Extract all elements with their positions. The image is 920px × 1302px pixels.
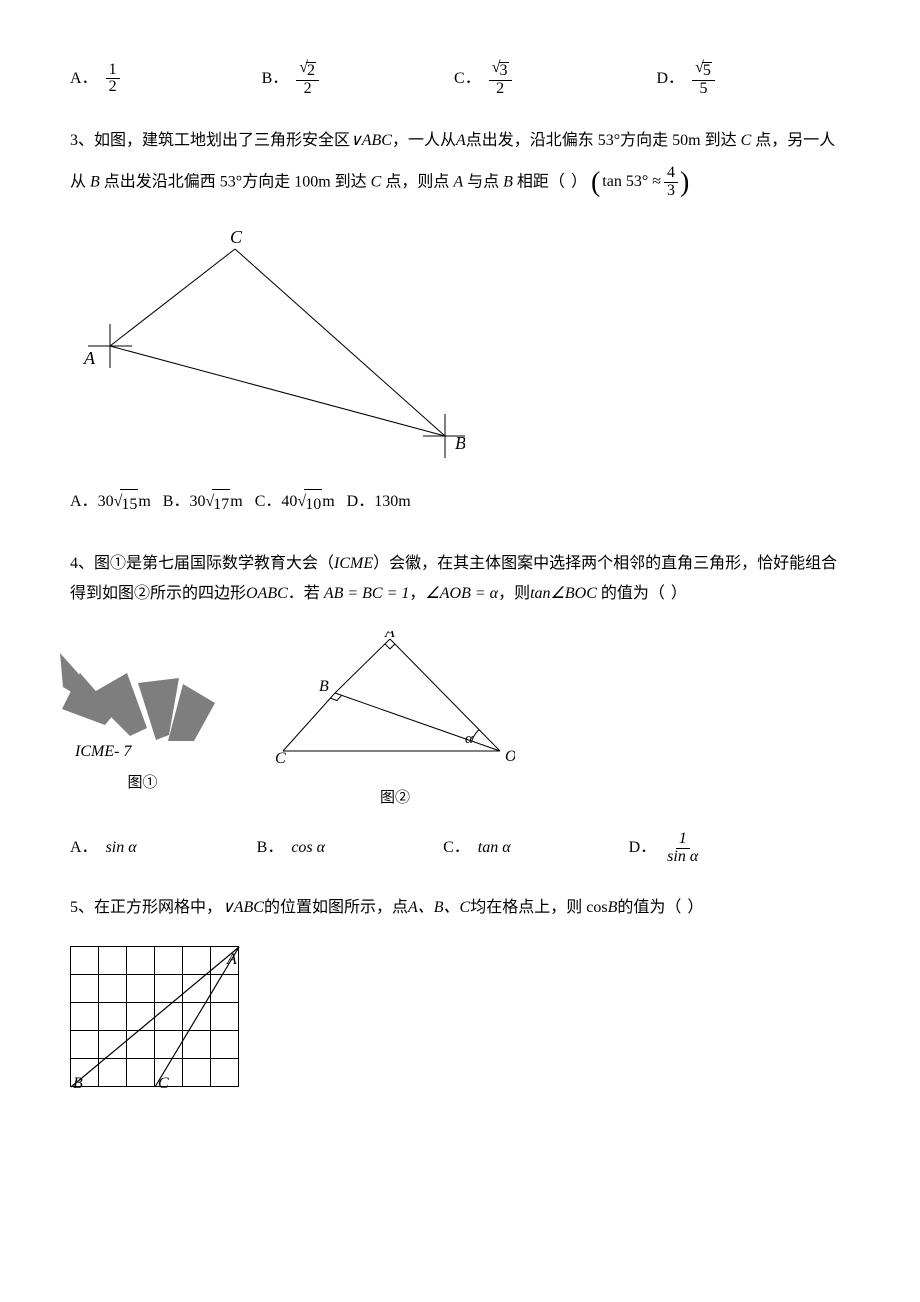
svg-text:A: A <box>384 631 395 641</box>
option-d: D． 5 5 <box>657 60 715 98</box>
option-a: A． 1 2 <box>70 62 120 97</box>
option-a-value: 1 2 <box>106 62 120 97</box>
svg-text:α: α <box>465 731 474 747</box>
q5-text: 5、在正方形网格中，∨ABC的位置如图所示，点A、B、C均在格点上，则 cosB… <box>70 893 850 923</box>
option-b-value: 2 2 <box>296 60 319 98</box>
q4-option-c: C． tan α <box>443 833 511 863</box>
q4-text: 4、图①是第七届国际数学教育大会（ICME）会徽，在其主体图案中选择两个相邻的直… <box>70 549 850 610</box>
q3-text: 3、如图，建筑工地划出了三角形安全区∨ABC，一人从A点出发，沿北偏东 53°方… <box>70 126 850 210</box>
svg-text:C: C <box>275 750 286 767</box>
option-c-value: 3 2 <box>489 60 512 98</box>
q4-figure-2: αOABC 图② <box>275 631 515 813</box>
option-c: C． 3 2 <box>454 60 511 98</box>
q3-option-c: C．4010m <box>255 493 335 510</box>
option-b-label: B． <box>262 64 289 94</box>
q3-option-d: D．130m <box>347 493 411 510</box>
q4-figures: ICME- 7 图① αOABC 图② <box>60 631 850 813</box>
option-d-label: D． <box>657 64 685 94</box>
q3-figure: A B C <box>70 231 850 461</box>
q4-option-b: B． cos α <box>257 833 325 863</box>
q4-option-a: A． sin α <box>70 833 137 863</box>
svg-text:B: B <box>455 433 465 453</box>
q3-options: A．3015m B．3017m C．4010m D．130m <box>70 487 850 520</box>
option-a-label: A． <box>70 64 98 94</box>
q3-option-b: B．3017m <box>163 493 243 510</box>
svg-text:O: O <box>505 748 515 765</box>
q4-options: A． sin α B． cos α C． tan α D． 1sin α <box>70 831 850 866</box>
q4-option-d: D． 1sin α <box>629 831 702 866</box>
q3-option-a: A．3015m <box>70 493 151 510</box>
q4-figure-1: ICME- 7 图① <box>60 631 225 798</box>
option-d-value: 5 5 <box>692 60 715 98</box>
svg-text:C: C <box>230 231 243 247</box>
option-b: B． 2 2 <box>262 60 319 98</box>
svg-text:A: A <box>83 348 96 368</box>
svg-text:B: B <box>319 678 329 695</box>
option-c-label: C． <box>454 64 481 94</box>
svg-text:ICME- 7: ICME- 7 <box>74 743 132 760</box>
q5-figure: ABC <box>70 946 850 1098</box>
q2-options: A． 1 2 B． 2 2 C． 3 2 D． 5 5 <box>70 60 850 98</box>
approx-box: (tan 53° ≈ 43) <box>591 156 689 209</box>
